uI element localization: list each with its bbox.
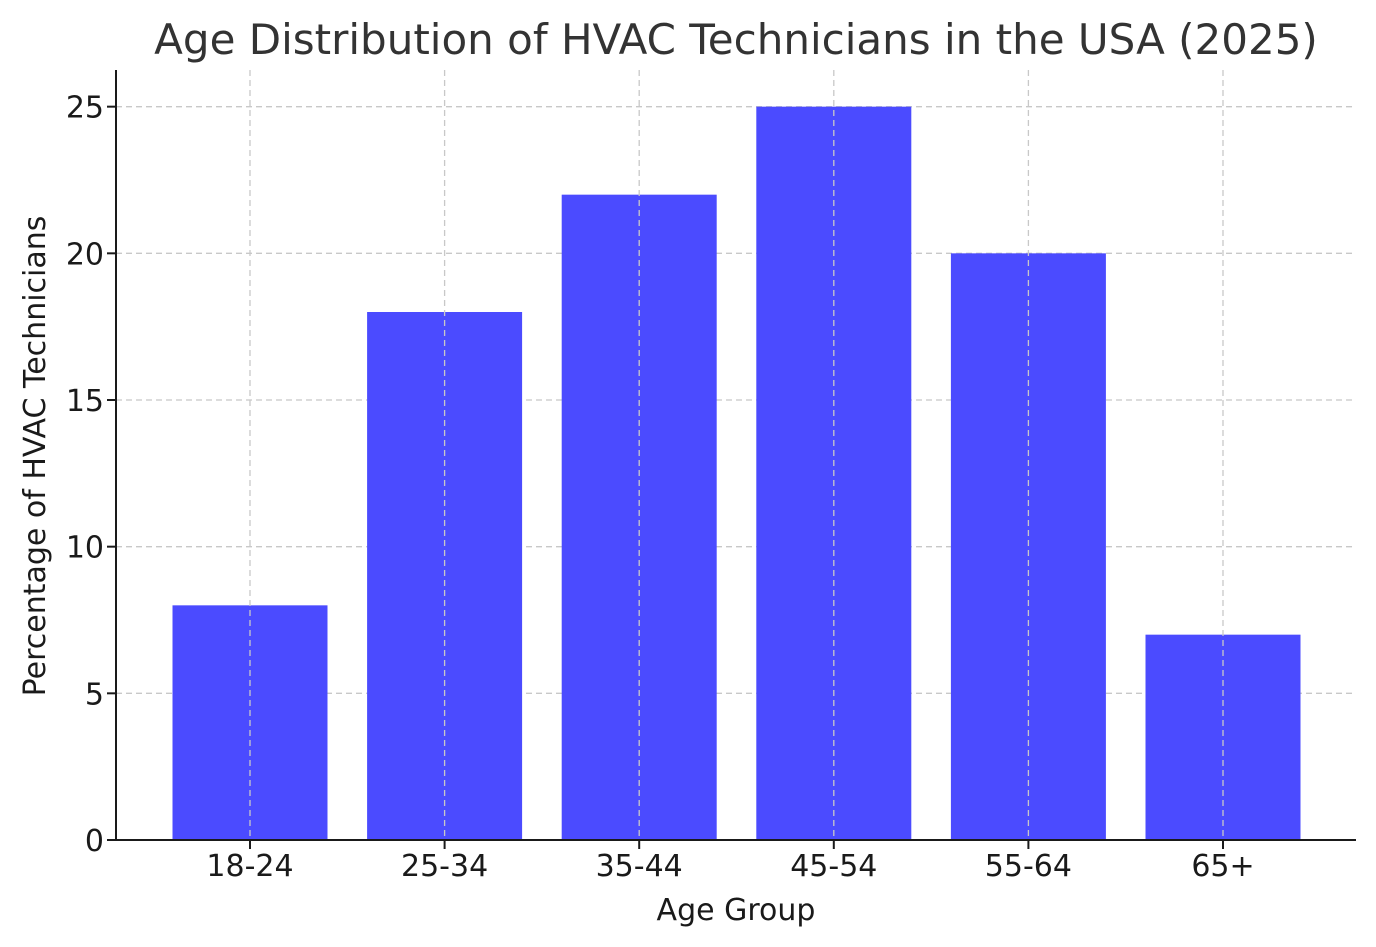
x-axis-label: Age Group — [657, 893, 816, 928]
x-tick-label: 25-34 — [401, 849, 488, 884]
y-tick-label: 15 — [66, 384, 104, 419]
y-tick-label: 10 — [66, 531, 104, 566]
y-tick-label: 0 — [85, 824, 104, 859]
y-tick-label: 25 — [66, 91, 104, 126]
vertical-grid-lines — [249, 70, 1224, 840]
x-axis-ticks: 18-24 25-34 35-44 45-54 55-64 65+ — [206, 840, 1255, 884]
x-tick-label: 45-54 — [790, 849, 877, 884]
y-axis-label: Percentage of HVAC Technicians — [18, 216, 53, 697]
x-tick-label: 55-64 — [985, 849, 1072, 884]
chart-title: Age Distribution of HVAC Technicians in … — [154, 15, 1318, 64]
y-tick-label: 20 — [66, 237, 104, 272]
y-axis-ticks: 0 5 10 15 20 25 — [66, 91, 116, 859]
x-tick-label: 18-24 — [206, 849, 293, 884]
x-tick-label: 65+ — [1191, 849, 1254, 884]
y-tick-label: 5 — [85, 677, 104, 712]
bars — [172, 106, 1301, 841]
x-tick-label: 35-44 — [596, 849, 683, 884]
